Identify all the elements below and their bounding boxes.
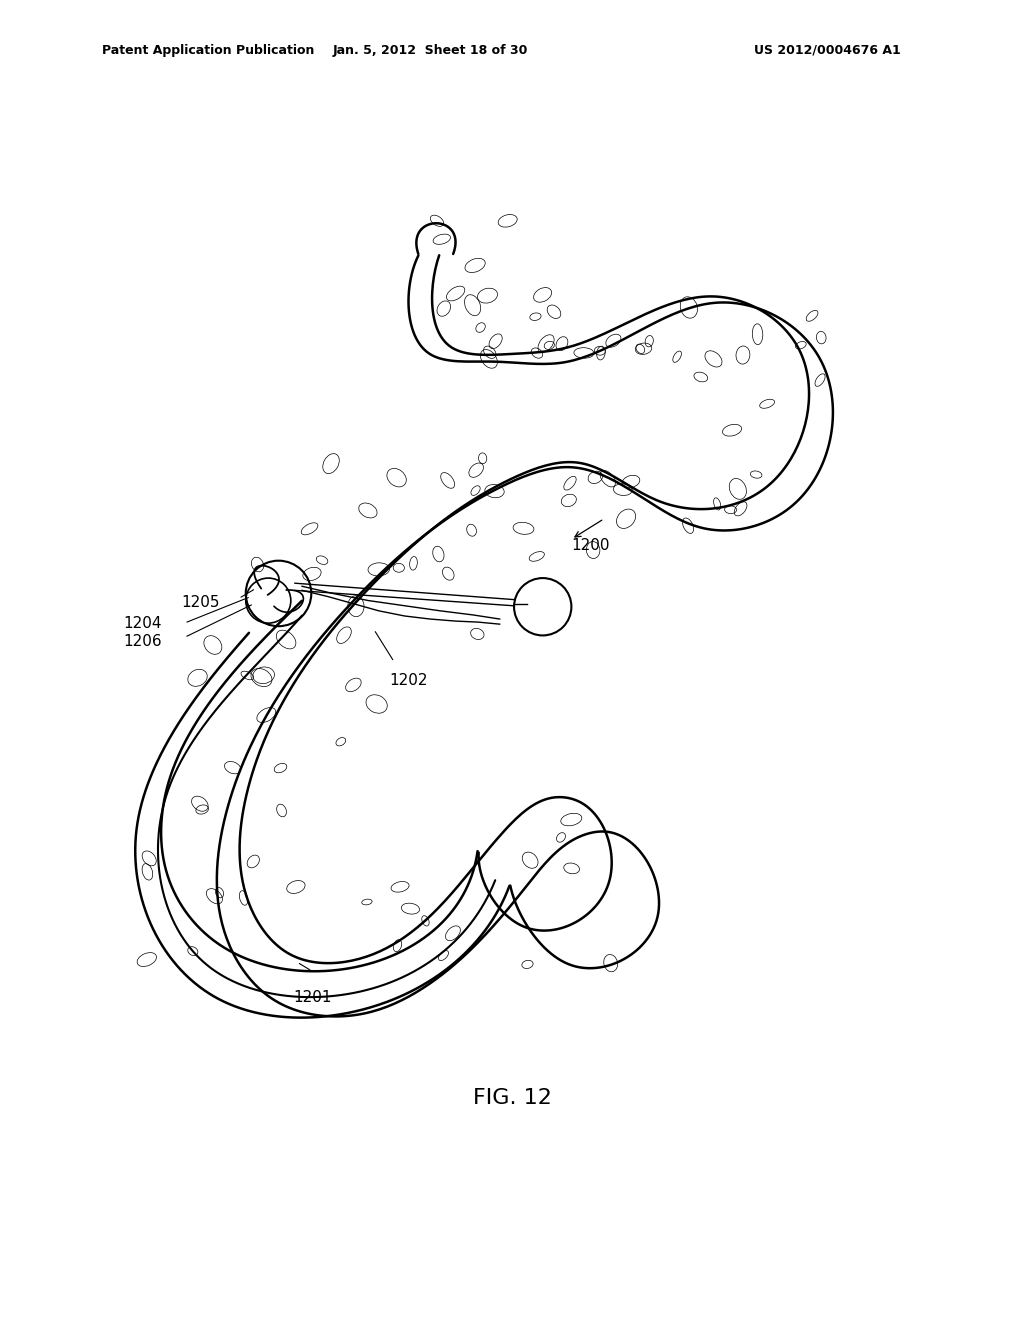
Text: FIG. 12: FIG. 12 bbox=[472, 1088, 552, 1109]
Text: Jan. 5, 2012  Sheet 18 of 30: Jan. 5, 2012 Sheet 18 of 30 bbox=[333, 44, 527, 57]
Text: Patent Application Publication: Patent Application Publication bbox=[102, 44, 314, 57]
Text: US 2012/0004676 A1: US 2012/0004676 A1 bbox=[755, 44, 901, 57]
Text: 1202: 1202 bbox=[389, 673, 428, 688]
Text: 1205: 1205 bbox=[181, 595, 220, 610]
Text: 1201: 1201 bbox=[293, 990, 332, 1005]
Circle shape bbox=[514, 578, 571, 635]
Text: 1200: 1200 bbox=[571, 537, 610, 553]
Text: 1204: 1204 bbox=[123, 615, 162, 631]
Text: 1206: 1206 bbox=[123, 634, 162, 649]
